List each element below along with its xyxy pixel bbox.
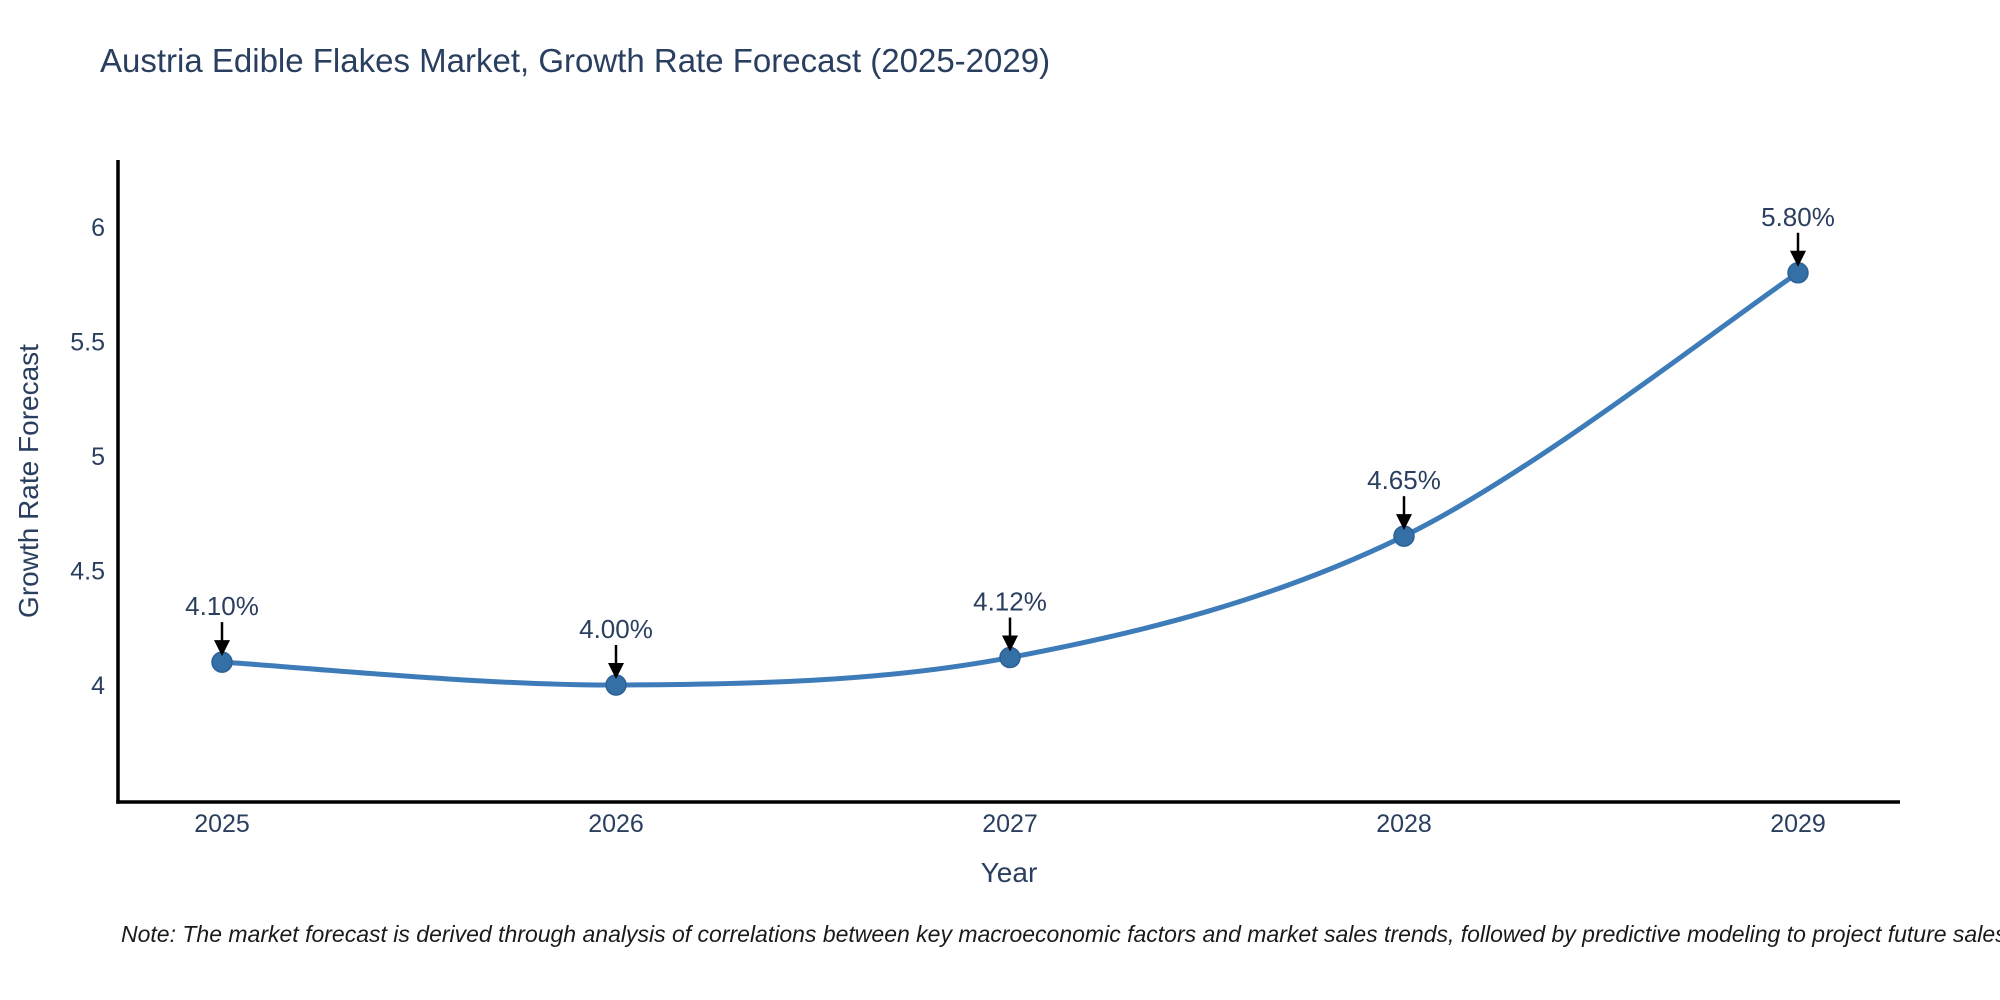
annotation-arrowhead	[1396, 514, 1412, 531]
point-annotations: 4.10% 4.00% 4.12% 4.65% 5.80%	[185, 202, 1835, 679]
y-axis-title: Growth Rate Forecast	[13, 344, 44, 618]
x-tick-label: 2026	[588, 810, 644, 838]
point-value-label: 4.65%	[1367, 465, 1441, 495]
x-axis-tick-labels: 2025 2026 2027 2028 2029	[194, 810, 1826, 838]
point-value-label: 4.10%	[185, 591, 259, 621]
footnote: Note: The market forecast is derived thr…	[121, 921, 2000, 947]
y-tick-label: 5	[91, 443, 105, 471]
annotation-arrowhead	[1790, 250, 1806, 267]
annotation-arrowhead	[214, 640, 230, 657]
x-tick-label: 2029	[1770, 810, 1826, 838]
data-series	[211, 262, 1809, 696]
point-value-label: 5.80%	[1761, 202, 1835, 232]
x-axis-title: Year	[981, 857, 1038, 888]
annotation-arrowhead	[1002, 635, 1018, 652]
x-tick-label: 2025	[194, 810, 250, 838]
point-value-label: 4.12%	[973, 587, 1047, 617]
point-value-label: 4.00%	[579, 614, 653, 644]
annotation-arrowhead	[608, 663, 624, 679]
y-tick-label: 5.5	[70, 329, 105, 357]
y-tick-label: 4	[91, 672, 105, 700]
x-tick-label: 2028	[1376, 810, 1432, 838]
y-axis-tick-labels: 4 4.5 5 5.5 6	[70, 214, 105, 700]
x-tick-label: 2027	[982, 810, 1038, 838]
y-tick-label: 4.5	[70, 558, 105, 586]
y-tick-label: 6	[91, 214, 105, 242]
chart-title: Austria Edible Flakes Market, Growth Rat…	[100, 42, 1051, 79]
